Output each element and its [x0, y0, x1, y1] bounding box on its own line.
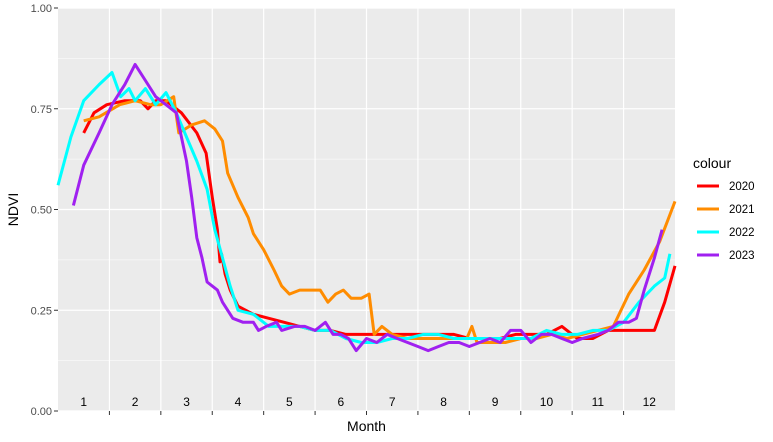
month-label: 4: [235, 395, 242, 409]
month-label: 7: [389, 395, 396, 409]
month-label: 8: [440, 395, 447, 409]
y-axis-title: NDVI: [5, 193, 21, 226]
month-label: 2: [132, 395, 139, 409]
month-label: 11: [592, 395, 605, 409]
series-lines: [56, 62, 677, 353]
y-tick-label: 1.00: [31, 3, 52, 15]
y-tick-label: 0.25: [31, 305, 52, 317]
month-label: 9: [492, 395, 499, 409]
legend-title: colour: [693, 155, 731, 171]
month-label: 10: [540, 395, 554, 409]
legend-label-2021: 2021: [729, 204, 755, 216]
legend-label-2023: 2023: [729, 250, 755, 262]
series-line-2023: [71, 62, 664, 353]
month-label: 1: [80, 395, 87, 409]
month-label: 5: [286, 395, 293, 409]
y-tick-label: 0.00: [31, 406, 52, 418]
series-line-2021: [83, 95, 677, 344]
month-label: 3: [183, 395, 190, 409]
axes: 0.00 0.25 0.50 0.75 1.00: [31, 3, 625, 418]
x-axis-title: Month: [347, 418, 386, 434]
legend-label-2022: 2022: [729, 227, 755, 239]
y-tick-label: 0.50: [31, 205, 52, 217]
month-labels: 1 2 3 4 5 6 7 8 9 10 11 12: [80, 395, 656, 409]
legend-label-2020: 2020: [729, 181, 755, 193]
plot-panel: 1 2 3 4 5 6 7 8 9 10 11 12: [56, 7, 677, 412]
month-label: 12: [643, 395, 657, 409]
month-label: 6: [337, 395, 344, 409]
y-tick-label: 0.75: [31, 104, 52, 116]
legend: colour 2020 2021 2022 2023: [693, 155, 755, 262]
series-line-2022: [56, 71, 672, 344]
